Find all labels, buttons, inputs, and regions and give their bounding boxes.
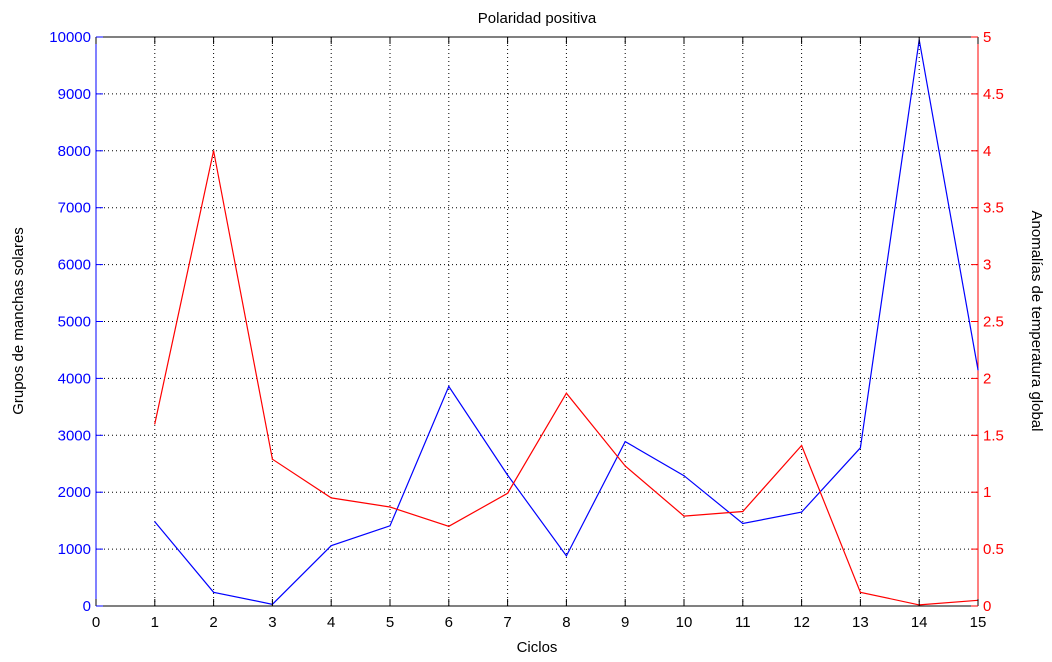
data-point-right [801, 444, 803, 447]
data-point-left [859, 447, 862, 449]
y-left-tick-label: 9000 [58, 86, 91, 103]
ticks: 0 1 2 3 4 5 6 7 8 9 10 11 12 13 14 15010002000300040005… [49, 29, 1004, 631]
y-right-tick-label: 5 [983, 29, 991, 46]
data-point-right [742, 510, 744, 513]
data-point-right [330, 497, 332, 499]
y-left-tick-label: 5000 [58, 314, 91, 331]
y-left-tick-label: 8000 [58, 143, 91, 160]
data-point-left [448, 385, 450, 387]
x-tick-label: 0 [92, 614, 100, 631]
y-left-tick-label: 6000 [58, 257, 91, 274]
data-point-left [624, 440, 626, 443]
x-tick-label: 4 [327, 614, 335, 631]
y-right-tick-label: 4 [983, 143, 991, 160]
y-axis-left-label: Grupos de manchas solares [10, 227, 27, 415]
x-tick-label: 1 [151, 614, 159, 631]
data-point-right [507, 492, 509, 494]
data-point-right [859, 591, 862, 593]
x-tick-label: 2 [209, 614, 217, 631]
x-tick-label: 7 [503, 614, 511, 631]
data-point-right [213, 150, 215, 152]
y-right-tick-label: 1.5 [983, 427, 1004, 444]
x-tick-label: 10 [676, 614, 693, 631]
data-point-left [330, 545, 332, 547]
y-right-tick-label: 2.5 [983, 314, 1004, 331]
chart-title: Polaridad positiva [478, 10, 597, 27]
y-right-tick-label: 0 [983, 598, 991, 615]
y-right-tick-label: 2 [983, 370, 991, 387]
data-point-right [389, 506, 391, 508]
data-point-left [977, 369, 979, 371]
x-tick-label: 11 [735, 614, 751, 631]
x-tick-label: 8 [562, 614, 570, 631]
y-left-tick-label: 10000 [49, 29, 91, 46]
x-axis-label: Ciclos [517, 639, 558, 656]
x-tick-label: 9 [621, 614, 629, 631]
x-tick-label: 6 [445, 614, 453, 631]
data-point-left [565, 555, 568, 557]
data-point-right [565, 392, 568, 394]
data-point-left [389, 525, 391, 527]
x-tick-label: 3 [268, 614, 276, 631]
data-point-left [801, 511, 803, 513]
y-axis-right-label: Anomalías de temperatura global [1028, 211, 1045, 432]
y-right-tick-label: 1 [983, 484, 991, 501]
data-point-left [742, 522, 744, 525]
y-left-tick-label: 0 [83, 598, 91, 615]
data-point-right [624, 465, 626, 467]
y-right-tick-label: 4.5 [983, 86, 1004, 103]
data-point-left [154, 521, 156, 523]
y-left-tick-label: 1000 [58, 541, 91, 558]
y-right-tick-label: 3.5 [983, 200, 1004, 217]
x-tick-label: 5 [386, 614, 394, 631]
data-point-right [154, 423, 156, 425]
y-left-tick-label: 4000 [58, 370, 91, 387]
x-tick-label: 13 [852, 614, 869, 631]
grid [96, 37, 978, 606]
y-right-tick-label: 3 [983, 257, 991, 274]
y-left-tick-label: 3000 [58, 427, 91, 444]
y-right-tick-label: 0.5 [983, 541, 1004, 558]
data-point-right [448, 525, 450, 527]
x-tick-label: 15 [970, 614, 987, 631]
data-point-left [683, 475, 685, 477]
data-point-right [683, 515, 685, 517]
y-left-tick-label: 7000 [58, 200, 91, 217]
data-point-left [507, 474, 509, 476]
x-tick-label: 14 [911, 614, 928, 631]
data-point-right [271, 458, 273, 460]
y-left-tick-label: 2000 [58, 484, 91, 501]
data-point-left [213, 591, 215, 593]
x-tick-label: 12 [793, 614, 810, 631]
